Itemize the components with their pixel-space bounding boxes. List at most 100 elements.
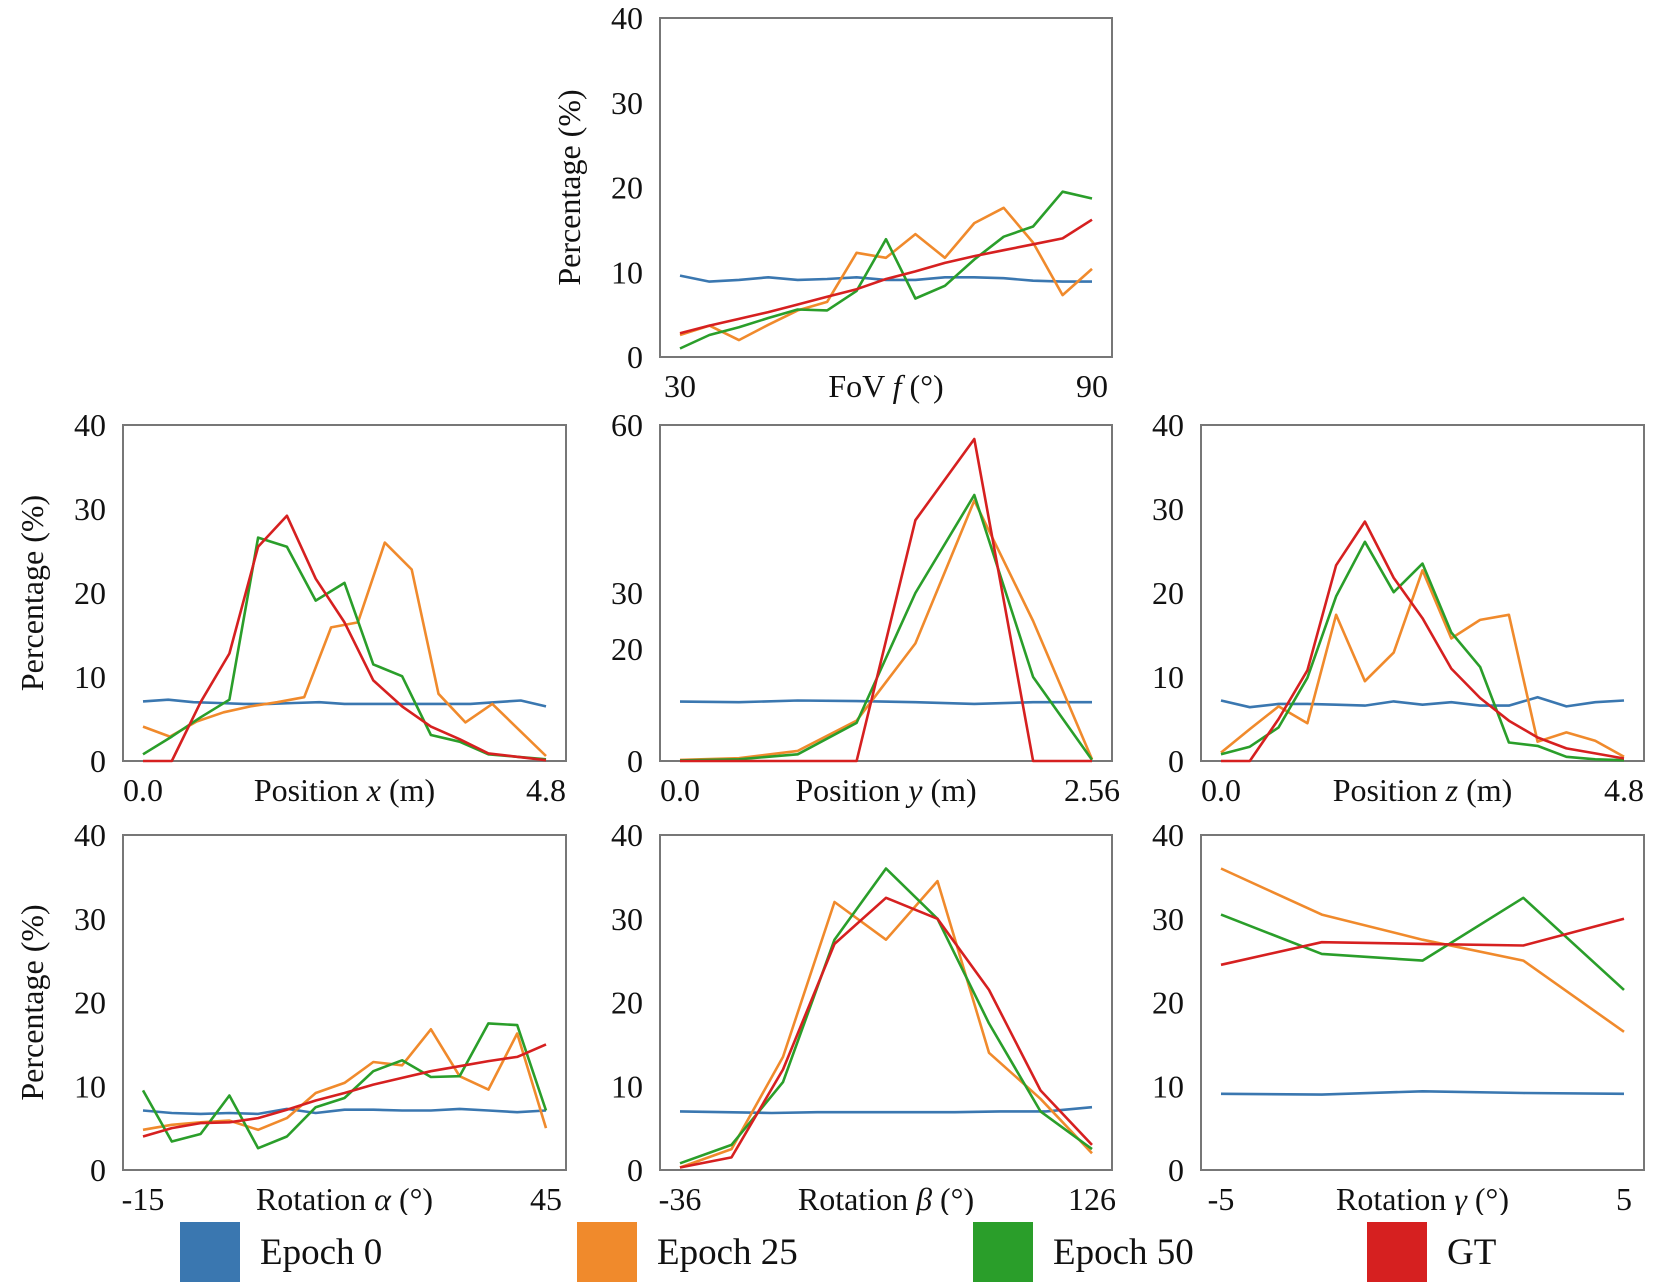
series-line-epoch0 [1220,1090,1625,1096]
y-tick-label: 20 [74,575,106,611]
series-line-epoch25 [1220,867,1625,1033]
panel-rotalpha: 0 10 20 30 40 Percentage (%) -15 45 Rotation α (… [14,817,567,1215]
series-line-epoch25 [679,879,1093,1169]
series-line-gt [1221,520,1625,763]
series-line-gt [1220,917,1625,967]
y-tick-label: 40 [1152,817,1184,853]
series-line-gt [143,514,547,763]
x-tick-label-max: 2.56 [1064,772,1120,808]
x-tick-label-min: 0.0 [1201,772,1241,808]
panel-posx: 0 10 20 30 40 Percentage (%) 0.0 4.8 Position x … [14,407,567,808]
x-axis-label: Rotation γ (°) [1336,1181,1509,1215]
x-axis-label: FoV f (°) [828,368,943,404]
legend-label-gt: GT [1447,1231,1497,1273]
panel-posy: 0 20 30 60 0.0 2.56 Position y (m) [611,407,1120,808]
x-axis-label: Rotation α (°) [256,1181,433,1215]
series-line-epoch0 [142,1107,547,1116]
y-tick-label: 10 [611,254,643,290]
figure: 0 10 20 30 40 Percentage (%) 30 90 FoV f (°) 0 10 2… [14,0,1645,1215]
legend-label-epoch50: Epoch 50 [1053,1231,1194,1273]
legend-label-epoch0: Epoch 0 [260,1231,383,1273]
y-axis-label: Percentage (%) [14,904,50,1100]
y-tick-label: 30 [74,491,106,527]
plot-frame [122,834,567,1171]
legend: Epoch 0 Epoch 25 Epoch 50 GT [0,1222,1661,1282]
y-tick-label: 60 [611,407,643,443]
x-axis-label: Position x (m) [254,772,435,808]
x-tick-label-max: 45 [530,1181,562,1215]
x-tick-label-min: 0.0 [123,772,163,808]
y-tick-label: 0 [90,1152,106,1188]
series-line-epoch50 [142,536,547,761]
legend-swatch-epoch50 [973,1222,1033,1282]
legend-swatch-epoch0 [180,1222,240,1282]
plot-frame [659,17,1113,358]
y-tick-label: 40 [74,817,106,853]
series-line-gt [679,896,1093,1169]
y-tick-label: 40 [611,817,643,853]
y-tick-label: 0 [1168,1152,1184,1188]
y-tick-label: 40 [74,407,106,443]
y-axis-label: Percentage (%) [551,89,587,285]
series-line-epoch25 [1220,568,1625,758]
x-tick-label-min: -36 [659,1181,702,1215]
y-tick-label: 20 [611,170,643,206]
y-tick-label: 10 [1152,659,1184,695]
y-tick-label: 30 [1152,901,1184,937]
y-tick-label: 30 [1152,491,1184,527]
series-line-epoch25 [679,499,1094,762]
series-line-epoch50 [1220,896,1625,991]
panel-fov: 0 10 20 30 40 Percentage (%) 30 90 FoV f (°) [551,0,1113,404]
y-tick-label: 30 [611,901,643,937]
series-line-epoch50 [1220,540,1625,762]
y-tick-label: 10 [74,1068,106,1104]
legend-item-epoch0: Epoch 0 [180,1222,382,1282]
y-tick-label: 0 [627,743,643,779]
x-tick-label-max: 126 [1068,1181,1116,1215]
y-tick-label: 40 [611,0,643,36]
y-tick-label: 10 [74,659,106,695]
y-tick-label: 10 [1152,1068,1184,1104]
plot-frame [1200,834,1645,1171]
y-tick-label: 20 [611,631,643,667]
series-line-epoch25 [142,541,547,757]
plot-frame [122,424,567,762]
y-tick-label: 30 [611,575,643,611]
y-tick-label: 20 [74,985,106,1021]
y-axis-label: Percentage (%) [14,495,50,691]
legend-swatch-gt [1367,1222,1427,1282]
y-tick-label: 30 [74,901,106,937]
y-tick-label: 20 [611,985,643,1021]
y-tick-label: 20 [1152,575,1184,611]
y-tick-label: 10 [611,1068,643,1104]
series-line-gt [680,437,1092,763]
plot-frame [659,424,1113,762]
y-tick-label: 40 [1152,407,1184,443]
legend-item-gt: GT [1367,1222,1496,1282]
x-tick-label-min: 30 [664,368,696,404]
x-tick-label-max: 4.8 [1604,772,1644,808]
y-tick-label: 0 [627,339,643,375]
x-tick-label-max: 90 [1076,368,1108,404]
series-line-epoch0 [142,698,547,708]
series-line-epoch0 [679,699,1092,706]
plot-frame [659,834,1113,1171]
legend-swatch-epoch25 [577,1222,637,1282]
plot-frame [1200,424,1645,762]
legend-label-epoch25: Epoch 25 [657,1231,798,1273]
series-line-gt [679,218,1093,335]
series-line-epoch50 [141,1022,548,1150]
x-tick-label-max: 5 [1616,1181,1632,1215]
y-tick-label: 0 [1168,743,1184,779]
series-line-epoch50 [679,493,1094,762]
x-tick-label-min: -15 [122,1181,165,1215]
x-axis-label: Position y (m) [795,772,976,808]
panel-rotgamma: 0 10 20 30 40 -5 5 Rotation γ (°) [1152,817,1645,1215]
series-line-epoch0 [679,1105,1093,1115]
legend-item-epoch25: Epoch 25 [577,1222,798,1282]
panel-rotbeta: 0 10 20 30 40 -36 126 Rotation β (°) [611,817,1116,1215]
panel-posz: 0 10 20 30 40 0.0 4.8 Position z (m) [1152,407,1645,808]
x-axis-label: Position z (m) [1333,772,1513,808]
x-axis-label: Rotation β (°) [798,1181,974,1215]
x-tick-label-max: 4.8 [526,772,566,808]
